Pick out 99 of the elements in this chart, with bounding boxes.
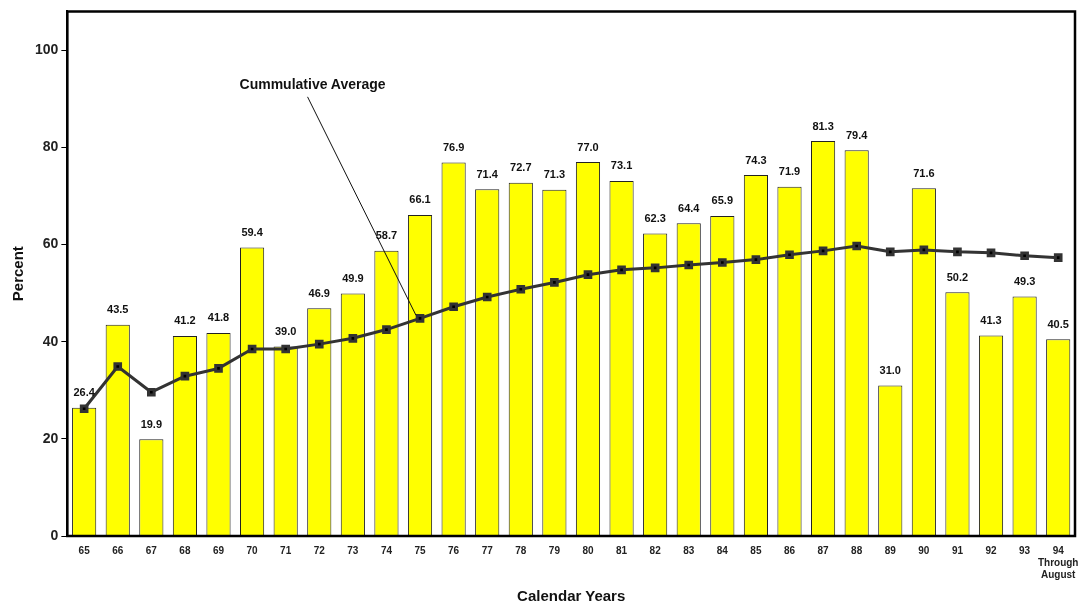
x-tick-label: 65 [78,544,91,556]
point [818,246,828,256]
data-label: 41.8 [207,311,230,324]
x-tick-label: 81 [616,544,628,556]
data-label: 72.7 [510,161,532,174]
y-tick-label: 80 [42,138,59,155]
data-label: 49.9 [342,272,364,285]
data-label: 41.2 [174,314,196,327]
x-tick-label: 84 [716,544,729,556]
x-tick-label: 94 Through August [1037,544,1079,580]
x-tick-label: 73 [347,544,359,556]
data-label: 77.0 [577,140,599,153]
data-label: 64.4 [678,201,701,214]
point [348,333,358,343]
x-tick-label: 93 [1019,544,1031,556]
point [583,270,593,279]
point [550,278,559,287]
data-label: 81.3 [812,119,834,132]
x-tick-label: 79 [548,544,561,556]
point [382,325,391,334]
point [919,245,929,255]
text: Cummulative Average [239,75,386,92]
data-label: 59.4 [241,226,264,238]
x-tick-label: 89 [884,544,897,556]
point [113,362,123,371]
data-label: 74.3 [745,153,767,166]
x-tick-label: 90 [918,544,930,556]
data-label: 39.0 [274,325,297,338]
x-tick-label: 76 [448,544,460,556]
point [214,364,223,373]
data-label: 49.3 [1013,275,1036,288]
point [986,248,996,258]
x-tick-label: 88 [851,544,863,556]
x-tick-label: 82 [649,544,662,556]
x-tick-label: 91 [951,544,964,556]
x-tick-label: 66 [112,544,124,556]
x-axis-title: Calendar Years [517,587,626,605]
x-tick-label: 67 [145,544,158,556]
point [718,258,727,267]
data-label: 43.5 [107,303,129,316]
point [650,263,660,273]
x-tick-label: 86 [783,544,796,556]
point [1053,253,1063,262]
x-tick-label: 78 [515,544,527,556]
x-tick-label: 70 [246,544,259,556]
x-tick-label: 69 [212,544,225,556]
point [314,339,324,349]
data-label: 58.7 [375,229,398,242]
y-tick-label: 60 [42,235,59,252]
data-label: 66.1 [409,193,431,206]
x-tick-label: 71 [280,544,292,556]
point [147,387,156,397]
data-label: 62.3 [644,211,666,224]
x-tick-label: 80 [582,544,594,556]
data-label: 71.4 [476,167,499,180]
point [281,344,291,354]
point [247,344,257,354]
data-label: 71.9 [778,165,801,178]
point [751,255,761,264]
data-label: 71.3 [543,168,566,181]
point [415,314,425,323]
data-label: 50.2 [946,270,969,283]
data-label: 40.5 [1047,317,1069,330]
data-label: 19.9 [140,417,163,430]
data-label: 76.9 [442,141,465,153]
x-tick-label: 77 [481,544,494,556]
point [785,250,794,260]
y-axis-title: Percent [9,246,27,302]
point [617,265,626,275]
point [885,247,895,257]
point [684,260,694,270]
x-tick-label: 83 [683,544,695,556]
y-tick-label: 40 [42,332,59,349]
data-label: 71.6 [913,166,935,179]
x-tick-label: 92 [985,544,998,556]
point [449,302,458,312]
x-tick-label: 85 [750,544,762,556]
point [953,247,962,257]
x-tick-label: 72 [313,544,326,556]
x-tick-label: 74 [380,544,393,556]
point [180,371,190,381]
point [1020,251,1029,261]
x-tick-label: 87 [817,544,830,556]
point [852,241,862,251]
point [482,292,492,302]
y-tick-label: 100 [35,41,59,58]
data-label: 65.9 [711,194,734,207]
point [79,404,89,414]
point [516,284,526,294]
data-label: 41.3 [980,313,1002,326]
data-label: 79.4 [845,128,869,141]
data-label: 73.1 [610,159,633,172]
y-tick-label: 0 [50,526,59,543]
data-label: 31.0 [879,363,901,376]
x-tick-label: 68 [179,544,191,556]
data-label: 46.9 [308,286,330,299]
y-tick-label: 20 [42,429,59,446]
data-label: 26.4 [73,386,96,399]
x-tick-label: 75 [414,544,427,556]
